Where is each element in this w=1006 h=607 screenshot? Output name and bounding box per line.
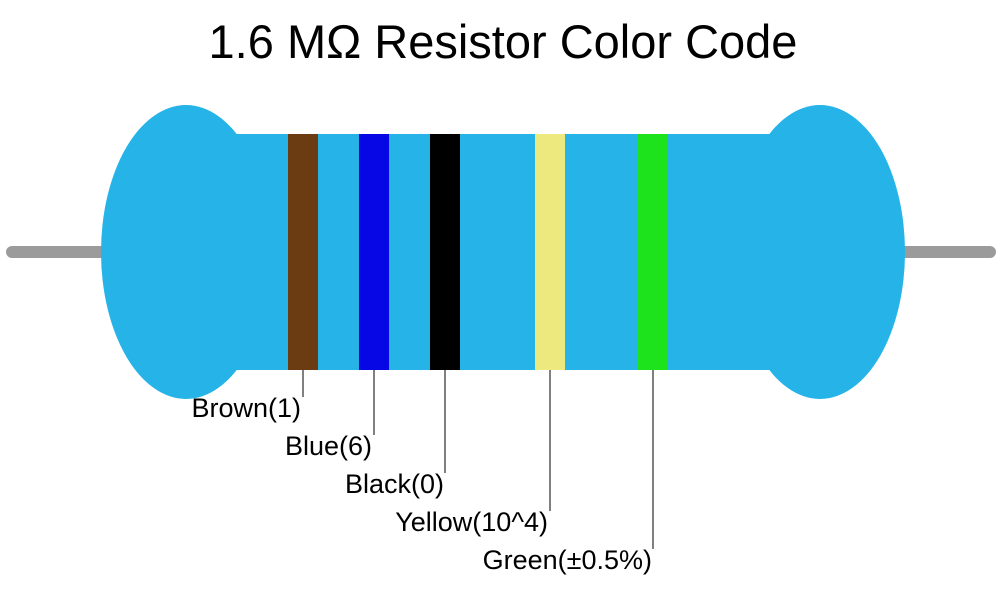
resistor-end-left (101, 105, 271, 399)
band-2-blue (359, 134, 389, 370)
band-1-brown (288, 134, 318, 370)
band-4-yellow-label: Yellow(10^4) (395, 507, 548, 538)
band-5-green (638, 134, 668, 370)
diagram-title: 1.6 MΩ Resistor Color Code (0, 14, 1006, 69)
band-2-blue-label: Blue(6) (285, 431, 372, 462)
resistor-end-right (735, 105, 905, 399)
band-1-brown-label: Brown(1) (191, 393, 301, 424)
band-3-black (430, 134, 460, 370)
band-5-green-label: Green(±0.5%) (483, 545, 652, 576)
band-3-black-label: Black(0) (345, 469, 444, 500)
resistor-body (187, 134, 819, 370)
diagram-stage: 1.6 MΩ Resistor Color Code Brown(1) Blue(… (0, 0, 1006, 607)
band-4-yellow (535, 134, 565, 370)
